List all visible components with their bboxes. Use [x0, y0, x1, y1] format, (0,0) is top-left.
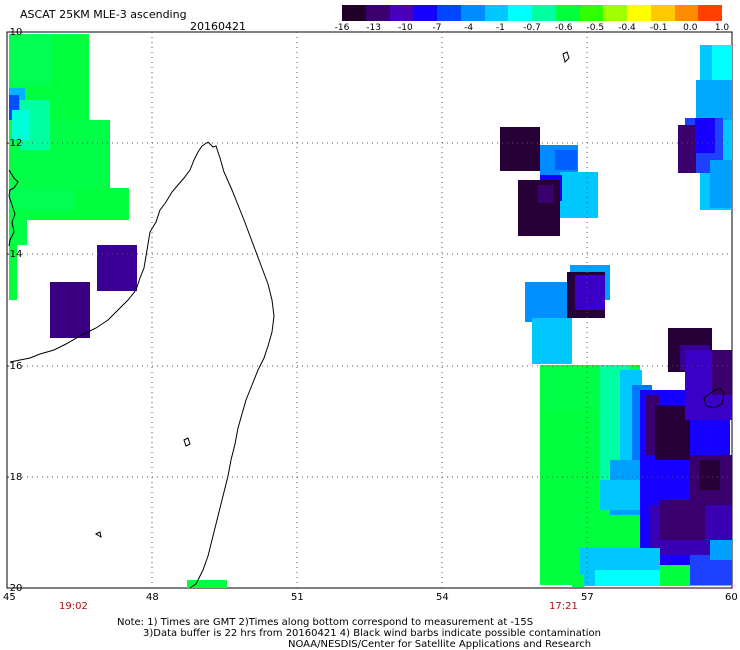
pass-time-label: 19:02 [59, 601, 88, 612]
madagascar-coastline [9, 141, 275, 589]
x-tick-label: 48 [146, 592, 159, 603]
colorbar-swatch [532, 5, 556, 21]
footer-note-1: Note: 1) Times are GMT 2)Times along bot… [117, 617, 534, 628]
colorbar-swatch [460, 5, 485, 21]
colorbar-swatch [342, 5, 366, 21]
coastlines [8, 51, 725, 589]
colorbar-tick-label: -0.4 [618, 23, 636, 33]
x-tick-label: 60 [725, 592, 738, 603]
x-tick-label: 54 [436, 592, 449, 603]
y-tick-label: -14 [6, 249, 23, 260]
mainland-coastline-west [8, 169, 19, 247]
colorbar-tick-label: -10 [397, 23, 413, 33]
colorbar-swatch [484, 5, 509, 21]
map-frame [6, 31, 733, 589]
colorbar-tick-label: -0.5 [586, 23, 605, 33]
y-tick-label: -20 [6, 583, 23, 594]
y-tick-label: -16 [6, 361, 23, 372]
product-title: ASCAT 25KM MLE-3 ascending [20, 8, 187, 21]
colorbar [342, 5, 722, 21]
footer-note-2: 3)Data buffer is 22 hrs from 20160421 4)… [143, 628, 601, 639]
data-swath-west [9, 34, 227, 588]
colorbar-tick-label: -13 [366, 23, 382, 33]
colorbar-swatch [365, 5, 390, 21]
colorbar-swatch [674, 5, 699, 21]
colorbar-swatch [603, 5, 627, 21]
colorbar-swatch [437, 5, 461, 21]
footer-credit: NOAA/NESDIS/Center for Satellite Applica… [288, 639, 592, 650]
x-tick-label: 57 [581, 592, 594, 603]
islet-comoros [183, 437, 191, 447]
reunion-island [703, 387, 725, 409]
pass-time-label: 17:21 [549, 601, 578, 612]
colorbar-swatch [389, 5, 414, 21]
mauritius-island [562, 51, 570, 63]
islet-1 [94, 531, 102, 539]
colorbar-swatch [627, 5, 651, 21]
colorbar-tick-label: -0.6 [554, 23, 573, 33]
colorbar-swatch [698, 5, 722, 21]
x-tick-label: 45 [3, 592, 16, 603]
colorbar-tick-label: -16 [334, 23, 350, 33]
colorbar-tick-label: -4 [464, 23, 474, 33]
colorbar-swatch [413, 5, 437, 21]
data-swath-east [500, 45, 732, 587]
colorbar-tick-label: -0.1 [649, 23, 668, 33]
colorbar-swatch [579, 5, 604, 21]
y-tick-label: -12 [6, 138, 23, 149]
colorbar-swatch [508, 5, 532, 21]
colorbar-tick-label: -7 [432, 23, 442, 33]
product-date: 20160421 [190, 20, 246, 33]
colorbar-swatch [650, 5, 675, 21]
colorbar-tick-label: -1 [495, 23, 505, 33]
y-tick-label: -18 [6, 472, 23, 483]
colorbar-swatch [555, 5, 580, 21]
colorbar-tick-label: -0.7 [523, 23, 541, 33]
x-tick-label: 51 [291, 592, 304, 603]
graticule [7, 32, 732, 588]
colorbar-tick-label: 1.0 [714, 23, 730, 33]
colorbar-labels: -16 -13 -10 -7 -4 -1 -0.7 -0.6 -0.5 -0.4 -0.1 0.0 1.… [330, 23, 740, 35]
y-tick-label: -10 [6, 27, 23, 38]
colorbar-tick-label: 0.0 [683, 23, 698, 33]
